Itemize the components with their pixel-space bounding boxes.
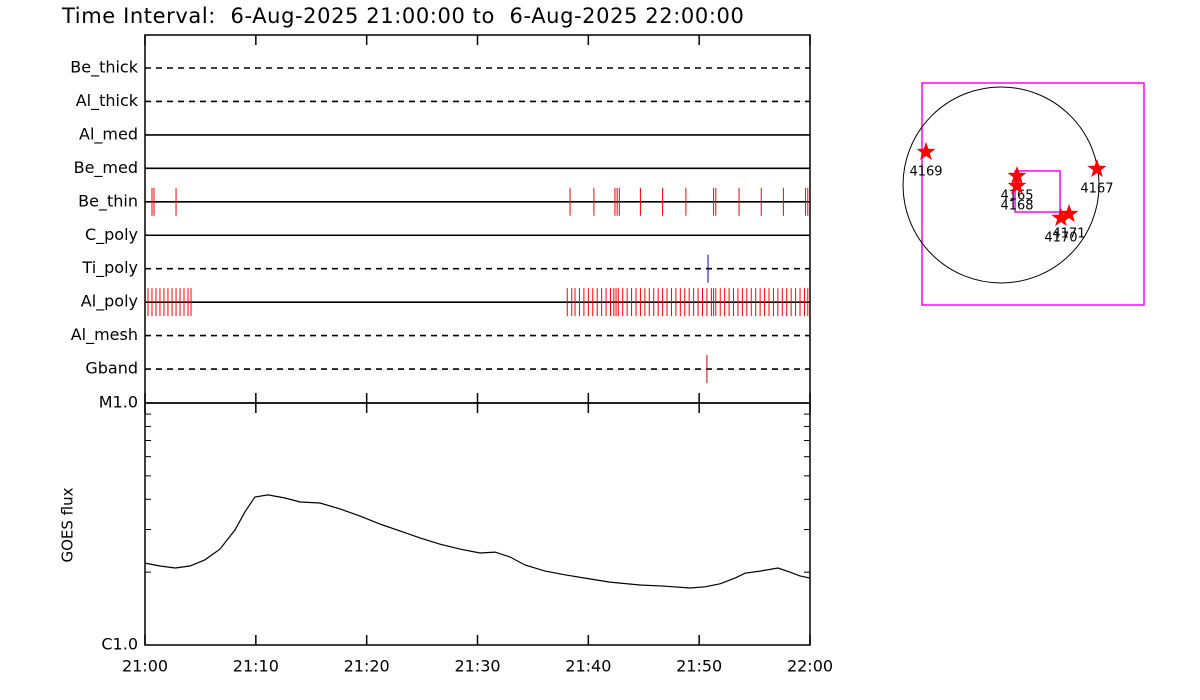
row-label: Ti_poly [81,258,138,278]
region-label: 4170 [1044,230,1077,245]
y-tick-label: C1.0 [101,635,138,654]
x-tick-label: 21:10 [233,657,279,676]
field-of-view [1014,170,1061,213]
row-label: Al_poly [81,292,138,312]
region-star [916,141,936,160]
y-tick-label: M1.0 [99,393,138,412]
row-label: Be_med [74,158,138,178]
x-tick-label: 21:00 [122,657,168,676]
y-axis-label: GOES flux [59,487,77,562]
map-frame [921,82,1145,306]
x-tick-label: 21:40 [565,657,611,676]
row-label: Be_thin [78,191,138,211]
row-label: Al_thick [76,91,139,111]
region-label: 4169 [909,164,942,179]
region-star [1007,176,1027,195]
row-label: C_poly [85,225,138,245]
x-tick-label: 21:20 [344,657,390,676]
solar-limb [902,86,1100,284]
row-label: Gband [85,359,138,378]
region-label: 4168 [1000,199,1033,214]
x-tick-label: 21:50 [676,657,722,676]
x-tick-label: 21:30 [454,657,500,676]
region-label: 4167 [1080,181,1113,196]
goes-line [144,494,811,589]
row-label: Be_thick [70,58,138,78]
region-label: 4171 [1052,226,1085,241]
region-star [1051,208,1071,227]
region-star [1007,166,1027,185]
region-star [1059,204,1079,223]
row-label: Al_mesh [71,325,138,345]
x-tick-label: 22:00 [787,657,833,676]
region-label: 4165 [1000,188,1033,203]
chart-title: Time Interval: 6-Aug-2025 21:00:00 to 6-… [61,4,744,28]
region-star [1087,159,1107,178]
row-label: Al_med [79,124,138,144]
